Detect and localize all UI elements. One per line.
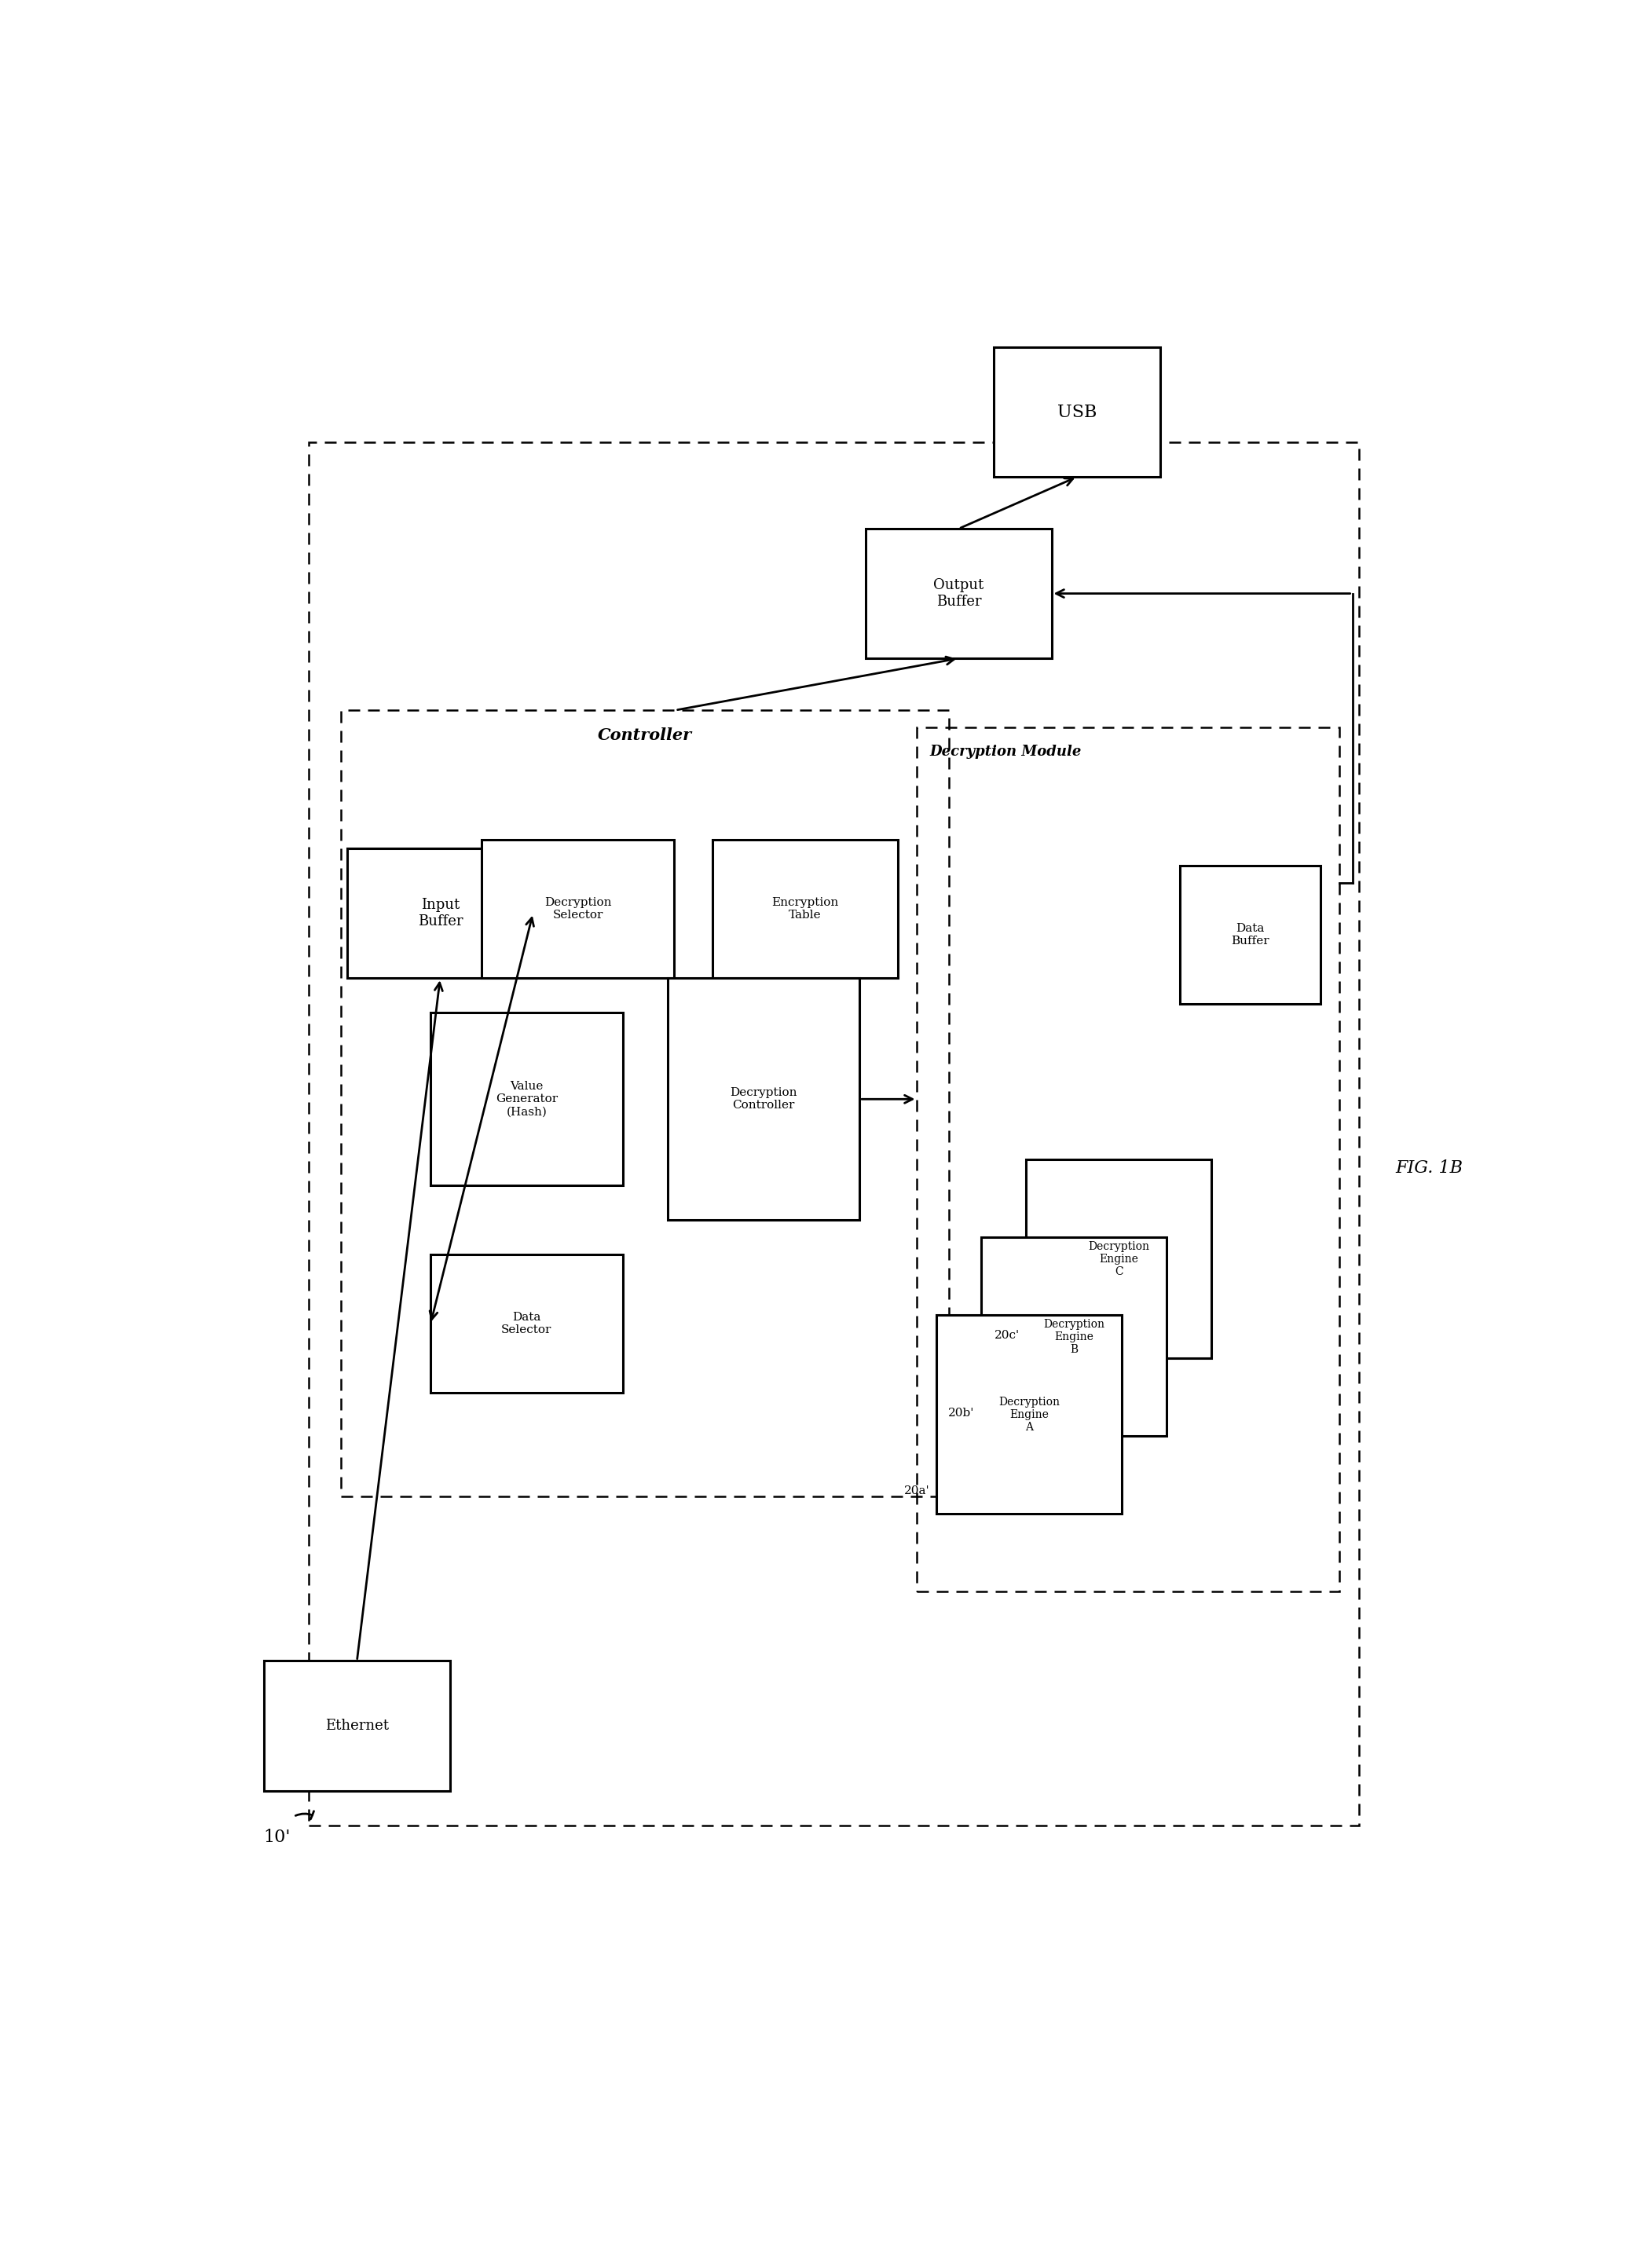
Text: Input
Buffer: Input Buffer (418, 898, 463, 929)
Text: Decryption
Engine
A: Decryption Engine A (998, 1396, 1059, 1432)
Text: 20c': 20c' (995, 1331, 1019, 1340)
Text: USB: USB (1057, 404, 1097, 420)
Bar (1026, 1161, 1211, 1358)
Bar (431, 1255, 623, 1392)
Text: Data
Buffer: Data Buffer (1231, 923, 1269, 947)
Bar (482, 840, 674, 979)
Bar (712, 840, 899, 979)
Text: Value
Generator
(Hash): Value Generator (Hash) (496, 1080, 558, 1118)
Bar (917, 727, 1340, 1592)
Text: Decryption
Selector: Decryption Selector (544, 898, 611, 920)
Bar (431, 1012, 623, 1185)
Text: 20a': 20a' (904, 1486, 930, 1497)
Bar (995, 348, 1160, 476)
Bar (309, 442, 1358, 1825)
Bar (340, 709, 948, 1497)
Bar (1180, 867, 1320, 1004)
Text: Output
Buffer: Output Buffer (933, 579, 985, 608)
Text: FIG. 1B: FIG. 1B (1396, 1161, 1464, 1176)
Bar (667, 979, 859, 1221)
Bar (866, 530, 1052, 658)
Text: Encryption
Table: Encryption Table (771, 898, 839, 920)
Text: Decryption
Controller: Decryption Controller (730, 1087, 796, 1111)
Text: Ethernet: Ethernet (325, 1720, 388, 1733)
Bar (937, 1316, 1122, 1513)
Text: 20b': 20b' (948, 1408, 975, 1419)
Text: Data
Selector: Data Selector (501, 1311, 552, 1336)
Bar (981, 1237, 1166, 1437)
Bar (347, 849, 534, 979)
Bar (264, 1661, 449, 1792)
Text: 10': 10' (263, 1830, 291, 1845)
Text: Decryption
Engine
B: Decryption Engine B (1044, 1318, 1105, 1356)
Text: Controller: Controller (598, 727, 692, 743)
Text: Decryption
Engine
C: Decryption Engine C (1089, 1241, 1150, 1277)
Text: Decryption Module: Decryption Module (930, 745, 1082, 759)
